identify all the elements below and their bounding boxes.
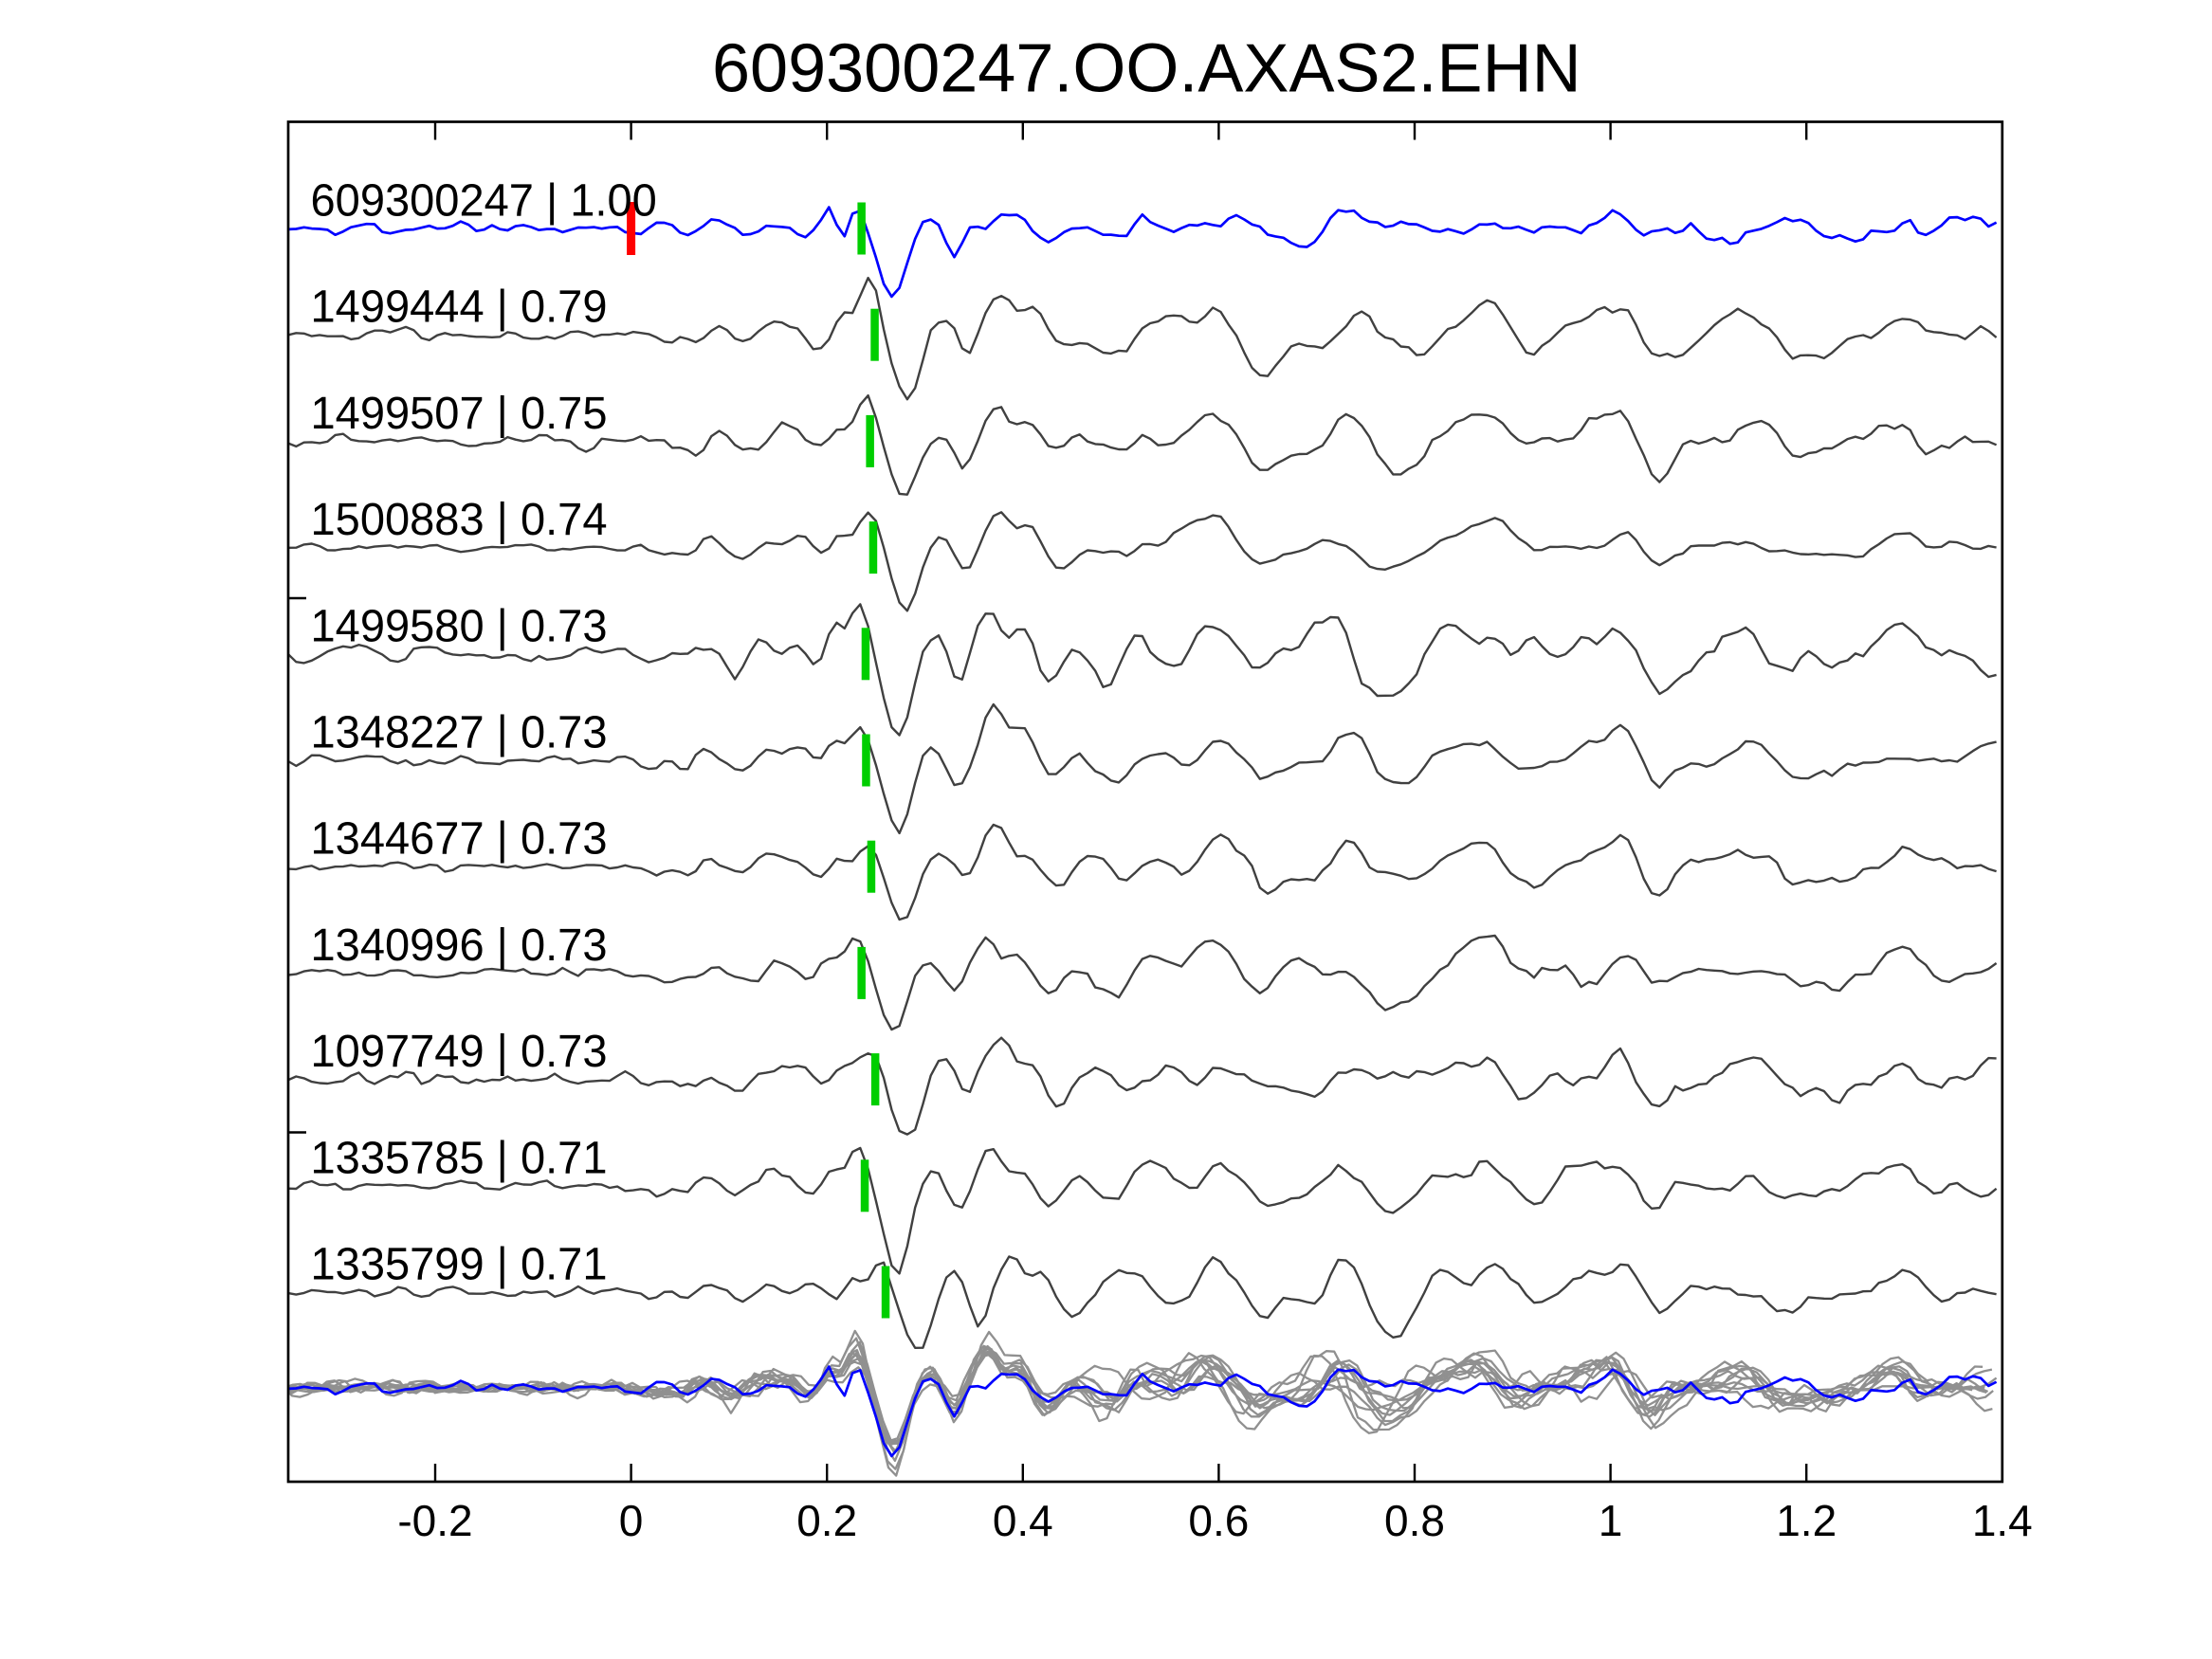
svg-text:1499580 | 0.73: 1499580 | 0.73 — [311, 601, 608, 651]
svg-text:1.4: 1.4 — [1972, 1496, 2033, 1545]
svg-text:0.2: 0.2 — [796, 1496, 857, 1545]
svg-text:1097749 | 0.73: 1097749 | 0.73 — [311, 1027, 608, 1077]
svg-text:0: 0 — [619, 1496, 644, 1545]
svg-text:1340996 | 0.73: 1340996 | 0.73 — [311, 921, 608, 971]
svg-text:609300247.OO.AXAS2.EHN: 609300247.OO.AXAS2.EHN — [712, 31, 1581, 107]
svg-text:1499507 | 0.75: 1499507 | 0.75 — [311, 389, 608, 439]
svg-text:1335785 | 0.71: 1335785 | 0.71 — [311, 1133, 608, 1183]
svg-text:1.2: 1.2 — [1776, 1496, 1837, 1545]
svg-text:1: 1 — [1599, 1496, 1623, 1545]
svg-text:609300247 | 1.00: 609300247 | 1.00 — [311, 176, 657, 227]
svg-text:0.6: 0.6 — [1188, 1496, 1249, 1545]
svg-text:0.8: 0.8 — [1384, 1496, 1445, 1545]
svg-text:-0.2: -0.2 — [397, 1496, 472, 1545]
svg-text:1335799 | 0.71: 1335799 | 0.71 — [311, 1240, 608, 1290]
svg-text:1500883 | 0.74: 1500883 | 0.74 — [311, 495, 608, 545]
svg-text:1344677 | 0.73: 1344677 | 0.73 — [311, 814, 608, 865]
svg-text:0.4: 0.4 — [993, 1496, 1053, 1545]
svg-text:1348227 | 0.73: 1348227 | 0.73 — [311, 708, 608, 758]
svg-text:1499444 | 0.79: 1499444 | 0.79 — [311, 283, 608, 333]
